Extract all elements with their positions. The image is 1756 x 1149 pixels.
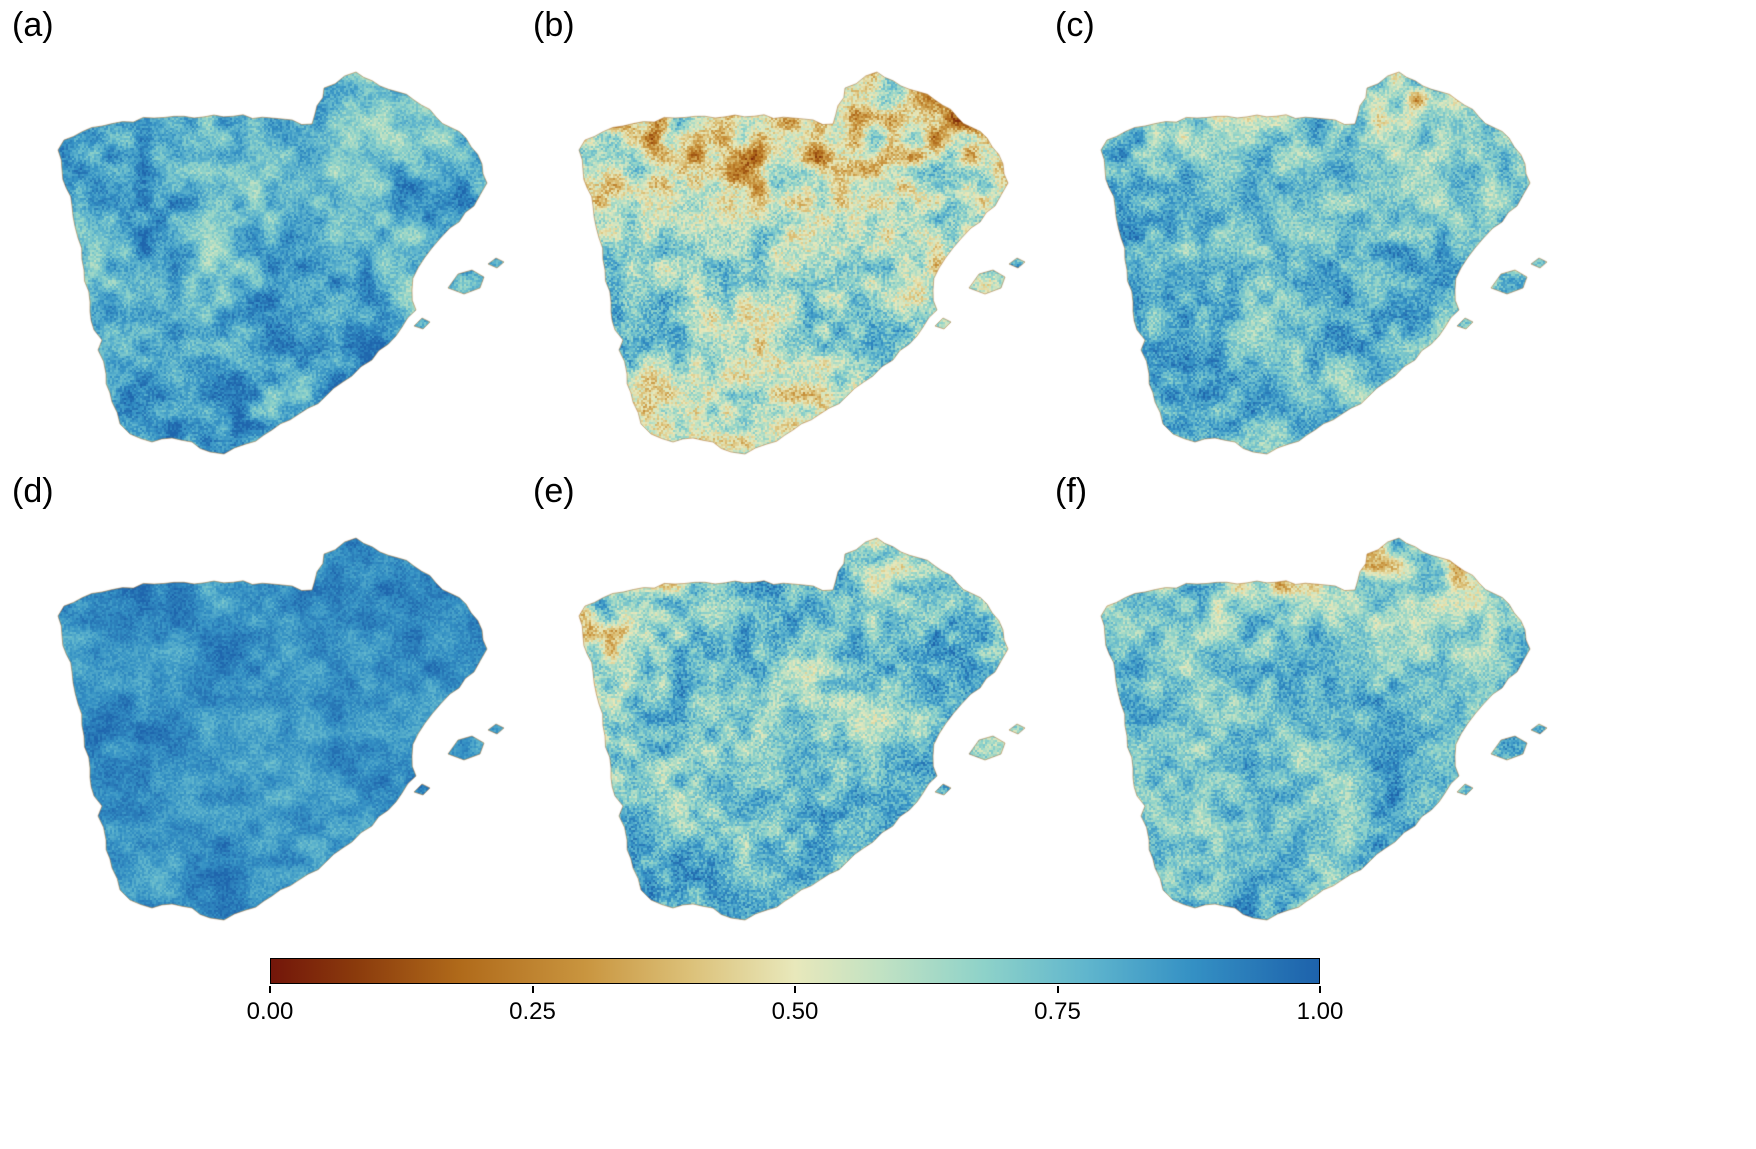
panel-b-label: (b) [533, 6, 575, 44]
colorbar-tick-label-4: 1.00 [1296, 998, 1344, 1025]
panel-d: (d) [12, 472, 532, 954]
map-canvas-b [535, 58, 1035, 488]
colorbar-tick-label-0: 0.00 [246, 998, 294, 1025]
panel-b: (b) [533, 6, 1053, 488]
colorbar-tick-2 [794, 986, 796, 993]
colorbar-tick-0 [269, 986, 271, 993]
panel-a-label: (a) [12, 6, 54, 44]
colorbar-tick-4 [1319, 986, 1321, 993]
map-canvas-e [535, 524, 1035, 954]
panel-a: (a) [12, 6, 532, 488]
panel-c: (c) [1055, 6, 1575, 488]
colorbar-tick-label-3: 0.75 [1034, 998, 1081, 1025]
map-canvas-a [14, 58, 514, 488]
panel-e: (e) [533, 472, 1053, 954]
colorbar-tick-3 [1056, 986, 1059, 993]
map-canvas-f [1057, 524, 1557, 954]
map-canvas-c [1057, 58, 1557, 488]
panel-f-label: (f) [1055, 472, 1088, 510]
colorbar-gradient [270, 958, 1320, 984]
map-canvas-d [14, 524, 514, 954]
panel-e-label: (e) [533, 472, 575, 510]
colorbar: 0.00 0.25 0.50 0.75 1.00 [0, 950, 1756, 1060]
colorbar-tick-label-2: 0.50 [771, 998, 819, 1025]
panel-c-label: (c) [1055, 6, 1095, 44]
panel-d-label: (d) [12, 472, 54, 510]
colorbar-tick-1 [531, 986, 534, 993]
colorbar-tick-label-1: 0.25 [509, 998, 556, 1025]
panel-f: (f) [1055, 472, 1575, 954]
